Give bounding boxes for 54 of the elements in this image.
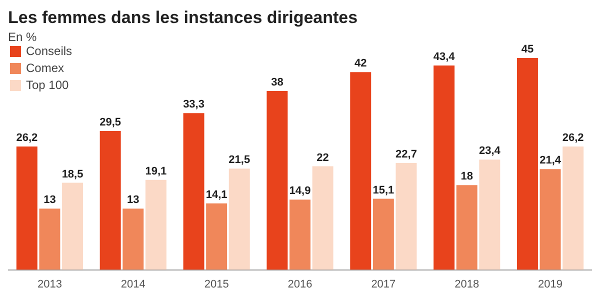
x-tick-label: 2015 [204,278,229,290]
data-label: 29,5 [100,116,122,128]
legend-label: Top 100 [26,78,69,92]
bar [290,200,310,270]
bar [16,146,38,270]
legend-label: Conseils [26,44,72,58]
data-label: 42 [354,58,367,70]
data-label: 23,4 [478,145,502,158]
data-label: 14,9 [289,185,311,198]
x-tick-label: 2018 [454,278,480,290]
x-tick-label: 2016 [288,278,312,290]
bar [350,72,372,270]
chart-title: Les femmes dans les instances dirigeantes [8,8,359,28]
data-label: 26,2 [562,132,584,144]
bar [228,168,250,270]
data-label: 43,4 [433,51,456,64]
bar [516,58,538,270]
bar [39,208,60,270]
bar [540,169,561,270]
bar [145,180,166,270]
data-label: 21,4 [540,154,562,167]
x-tick-label: 2017 [371,278,396,290]
bar [62,182,84,270]
bar [479,160,500,270]
bar [183,113,204,270]
data-label: 15,1 [372,184,394,196]
legend-label: Comex [26,61,64,75]
data-label: 19,1 [145,165,167,178]
data-label: 26,2 [16,132,38,144]
chart-subtitle: En % [8,30,38,44]
bar [456,185,478,270]
data-label: 33,3 [183,98,204,111]
bar [562,146,584,270]
bar [100,130,121,270]
data-label: 13 [44,194,56,206]
data-label: 22,7 [396,148,417,160]
data-label: 22 [316,152,329,164]
bar [266,90,288,270]
bar [372,198,394,270]
data-label: 45 [521,44,534,56]
x-tick-label: 2019 [538,278,563,290]
bar [396,162,417,270]
bar [122,208,144,270]
bar [206,203,228,270]
x-tick-label: 2013 [37,278,62,290]
data-label: 21,5 [228,154,250,166]
data-label: 38 [271,76,284,88]
data-label: 18,5 [62,168,84,180]
data-label: 14,1 [206,188,228,201]
bar [434,66,455,270]
bar [312,166,334,270]
data-label: 18 [460,170,473,183]
data-label: 13 [127,194,140,206]
x-tick-label: 2014 [120,278,146,290]
